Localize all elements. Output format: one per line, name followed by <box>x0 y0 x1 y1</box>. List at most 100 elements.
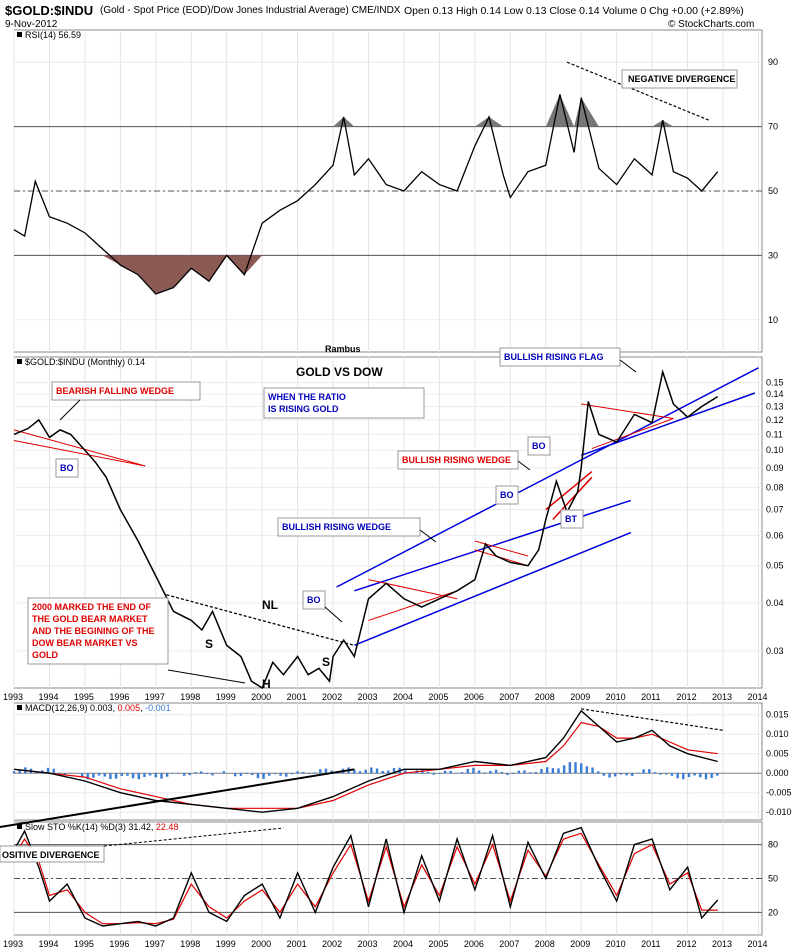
rsi-oversold-fill <box>14 255 718 294</box>
bear-market-note-label: THE GOLD BEAR MARKET <box>32 614 148 624</box>
macd-histogram-bar <box>285 773 288 777</box>
price-x-tick-label: 2000 <box>251 692 271 702</box>
macd-histogram-bar <box>199 771 203 774</box>
rsi-legend-label: RSI(14) 56.59 <box>25 30 81 40</box>
macd-histogram-bar <box>676 773 679 779</box>
stoch-x-tick-label: 1995 <box>74 939 94 949</box>
macd-histogram-bar <box>472 767 475 774</box>
macd-trendline <box>0 768 355 828</box>
macd-histogram-bar <box>194 772 197 774</box>
bear-market-note-label: GOLD <box>32 650 58 660</box>
macd-histogram-bar <box>205 773 209 775</box>
rsi-tick-label: 70 <box>768 122 778 132</box>
rsi-tick-label: 50 <box>768 186 778 196</box>
macd-histogram-bar <box>443 770 447 774</box>
macd-histogram-bar <box>109 773 112 780</box>
price-x-tick-label: 2011 <box>641 692 660 702</box>
quote-readout: Open 0.13 High 0.14 Low 0.13 Close 0.14 … <box>404 5 744 17</box>
macd-histogram-bar <box>80 773 84 777</box>
macd-histogram-bar <box>126 773 129 776</box>
falling-wedge-lower-red <box>13 440 146 467</box>
price-x-tick-label: 1994 <box>38 692 58 702</box>
macd-histogram-bar <box>540 768 543 774</box>
bullish-rising-flag-label: BULLISH RISING FLAG <box>504 352 604 362</box>
bear-market-note-pointer <box>167 669 246 684</box>
macd-legend-label: MACD(12,26,9) 0.003, 0.005, -0.001 <box>25 703 171 713</box>
rsi-tick-label: 30 <box>768 250 778 260</box>
macd-tick-label: -0.010 <box>766 807 792 817</box>
bullish-rising-wedge-blue-pointer <box>419 529 437 543</box>
macd-tick-label: 0.005 <box>766 749 789 759</box>
price-x-tick-label: 2006 <box>464 692 484 702</box>
macd-histogram-bar <box>381 770 384 774</box>
price-x-tick-label: 1996 <box>109 692 129 702</box>
macd-histogram-bar <box>449 770 452 774</box>
macd-histogram-bar <box>63 773 67 775</box>
macd-histogram-bar <box>562 765 566 774</box>
price-tick-label: 0.05 <box>766 561 784 571</box>
small-flag-upper-red <box>368 579 458 600</box>
head-label: H <box>262 677 271 691</box>
macd-histogram-bar <box>489 770 492 774</box>
macd-histogram-bar <box>693 773 696 776</box>
price-tick-label: 0.11 <box>766 429 783 439</box>
macd-histogram-bar <box>319 769 322 774</box>
macd-histogram-bar <box>137 773 140 780</box>
price-x-tick-label: 2004 <box>393 692 413 702</box>
macd-histogram-bar <box>143 773 146 777</box>
small-flag-lower-red <box>368 590 458 621</box>
macd-histogram-bar <box>154 773 158 778</box>
price-tick-label: 0.13 <box>766 402 784 412</box>
stoch-tick-label: 80 <box>768 840 778 850</box>
bull-wedge-upper-red <box>545 470 593 511</box>
macd-histogram-bar <box>557 768 560 774</box>
bullish-rising-wedge-red-pointer <box>517 460 531 471</box>
macd-histogram-bar <box>18 769 21 774</box>
bullish-rising-flag-box <box>499 347 621 367</box>
macd-divergence-line <box>581 708 724 731</box>
macd-histogram-bar <box>392 767 396 774</box>
macd-histogram-bar <box>290 773 294 775</box>
macd-histogram-bar <box>432 773 435 775</box>
price-tick-label: 0.03 <box>766 646 784 656</box>
bo-2007-label: BO <box>500 490 514 500</box>
macd-histogram-bar <box>279 773 282 776</box>
rising-flag-upper-red <box>581 403 674 419</box>
macd-histogram-bar <box>387 770 390 774</box>
macd-tick-label: 0.015 <box>766 710 789 720</box>
macd-histogram-bar <box>404 770 407 774</box>
stoch-x-tick-label: 1999 <box>216 939 236 949</box>
bo-2008-box <box>527 436 551 456</box>
symbol-title: $GOLD:$INDU <box>5 3 94 18</box>
macd-histogram-bar <box>670 773 674 776</box>
macd-histogram-bar <box>585 766 589 774</box>
macd-histogram-bar <box>358 771 362 774</box>
macd-histogram-bar <box>648 769 651 774</box>
macd-tick-label: 0.010 <box>766 729 789 739</box>
bear-market-note-box <box>27 597 169 665</box>
stoch-legend-swatch <box>17 824 22 829</box>
rsi-overbought-fill <box>14 94 718 127</box>
stoch-x-tick-label: 2000 <box>251 939 271 949</box>
price-tick-label: 0.12 <box>766 415 784 425</box>
stoch-x-tick-label: 2008 <box>535 939 555 949</box>
positive-divergence-box <box>0 845 105 863</box>
macd-histogram-bar <box>353 769 356 774</box>
neckline-label: NL <box>262 598 278 612</box>
macd-tick-label: 0.000 <box>766 768 789 778</box>
bo-2007-box <box>495 485 519 505</box>
rising-flag-lower-red <box>591 418 674 450</box>
stoch-x-tick-label: 2009 <box>570 939 590 949</box>
stoch-legend-label: Slow STO %K(14) %D(3) 31.42, 22.48 <box>25 822 178 832</box>
macd-histogram-bar <box>716 773 719 776</box>
positive-divergence-label: OSITIVE DIVERGENCE <box>2 850 100 860</box>
price-x-tick-label: 2007 <box>499 692 519 702</box>
macd-histogram-bar <box>597 771 600 774</box>
bo-2002-box <box>302 590 326 610</box>
rsi-tick-label: 90 <box>768 57 778 67</box>
macd-histogram-bar <box>534 771 538 774</box>
bo-1995-box <box>55 458 79 478</box>
macd-histogram-bar <box>211 773 214 776</box>
price-tick-label: 0.07 <box>766 505 784 515</box>
macd-histogram-bar <box>631 773 634 776</box>
